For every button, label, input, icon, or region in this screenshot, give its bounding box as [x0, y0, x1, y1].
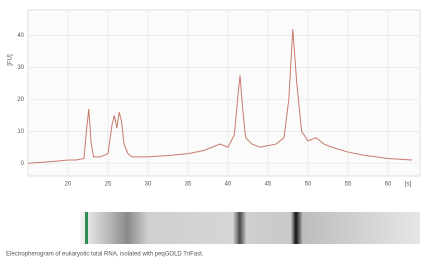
y-tick-label: 30 — [17, 65, 24, 71]
x-tick-label: 45 — [265, 182, 272, 188]
x-axis-unit: [s] — [405, 182, 412, 188]
x-tick-label: 50 — [305, 182, 312, 188]
gel-lane — [80, 212, 420, 244]
x-tick-label: 35 — [185, 182, 192, 188]
y-tick-label: 10 — [17, 129, 24, 135]
x-tick-label: 25 — [105, 182, 112, 188]
x-tick-label: 20 — [65, 182, 72, 188]
chart: [FU] [s] Electropherogram of eukaryotic … — [0, 0, 428, 264]
plot-area — [28, 10, 420, 176]
gel-marker — [85, 212, 88, 244]
y-tick-label: 0 — [21, 161, 25, 167]
y-axis-label: [FU] — [8, 54, 14, 66]
y-tick-label: 40 — [17, 33, 24, 39]
x-tick-label: 60 — [385, 182, 392, 188]
y-tick-label: 20 — [17, 97, 24, 103]
x-tick-label: 55 — [345, 182, 352, 188]
x-tick-label: 30 — [145, 182, 152, 188]
x-tick-label: 40 — [225, 182, 232, 188]
caption: Electropherogram of eukaryotic total RNA… — [6, 252, 204, 258]
